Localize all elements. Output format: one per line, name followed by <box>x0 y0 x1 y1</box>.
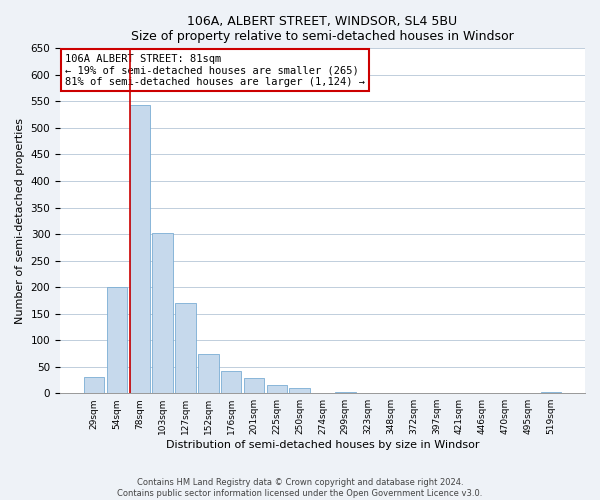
Bar <box>244 378 264 393</box>
Bar <box>266 385 287 393</box>
Text: Contains HM Land Registry data © Crown copyright and database right 2024.
Contai: Contains HM Land Registry data © Crown c… <box>118 478 482 498</box>
Text: 106A ALBERT STREET: 81sqm
← 19% of semi-detached houses are smaller (265)
81% of: 106A ALBERT STREET: 81sqm ← 19% of semi-… <box>65 54 365 86</box>
Y-axis label: Number of semi-detached properties: Number of semi-detached properties <box>15 118 25 324</box>
Bar <box>221 371 241 393</box>
Bar <box>198 354 218 393</box>
Bar <box>152 233 173 393</box>
Bar <box>84 378 104 393</box>
Bar <box>175 303 196 393</box>
Title: 106A, ALBERT STREET, WINDSOR, SL4 5BU
Size of property relative to semi-detached: 106A, ALBERT STREET, WINDSOR, SL4 5BU Si… <box>131 15 514 43</box>
Bar <box>107 287 127 393</box>
X-axis label: Distribution of semi-detached houses by size in Windsor: Distribution of semi-detached houses by … <box>166 440 479 450</box>
Bar <box>289 388 310 393</box>
Bar <box>541 392 561 393</box>
Bar <box>130 105 150 393</box>
Bar <box>335 392 356 393</box>
